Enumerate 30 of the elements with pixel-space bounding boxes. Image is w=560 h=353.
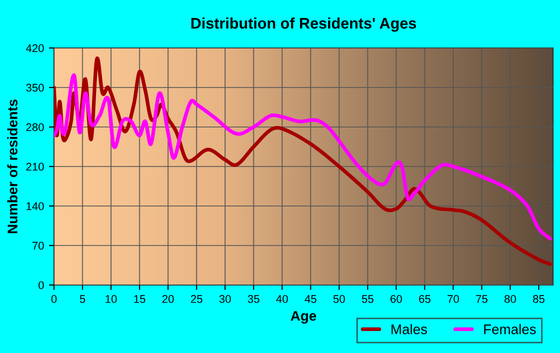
chart-title: Distribution of Residents' Ages [191, 17, 416, 32]
x-tick-label: 5 [80, 295, 86, 303]
x-tick-label: 40 [276, 295, 288, 303]
x-tick-label: 10 [106, 295, 117, 303]
x-tick-label: 35 [248, 295, 260, 303]
x-tick-label: 30 [219, 295, 231, 303]
x-tick-label: 15 [134, 295, 146, 303]
x-tick-label: 20 [162, 295, 174, 303]
legend-label: Males [392, 324, 427, 334]
y-tick-label: 420 [26, 44, 44, 52]
x-tick-label: 65 [419, 295, 430, 303]
x-tick-label: 60 [390, 295, 402, 303]
x-tick-label: 70 [448, 295, 459, 303]
x-tick-label: 0 [51, 295, 57, 303]
x-tick-label: 75 [476, 295, 488, 303]
legend-label: Females [484, 324, 536, 334]
x-tick-label: 50 [333, 295, 345, 303]
y-tick-label: 350 [26, 84, 44, 92]
x-tick-label: 85 [533, 295, 544, 303]
x-tick-label: 55 [362, 295, 374, 303]
y-tick-label: 0 [38, 281, 44, 290]
y-tick-label: 210 [26, 162, 44, 171]
y-tick-label: 140 [26, 202, 44, 210]
y-tick-label: 280 [26, 123, 44, 132]
y-axis-title: Number of residents [7, 100, 18, 234]
y-tick-label: 70 [32, 242, 44, 250]
x-axis-title: Age [290, 311, 316, 324]
x-tick-label: 45 [304, 295, 316, 303]
x-tick-label: 25 [190, 295, 202, 303]
x-tick-label: 80 [504, 295, 516, 303]
